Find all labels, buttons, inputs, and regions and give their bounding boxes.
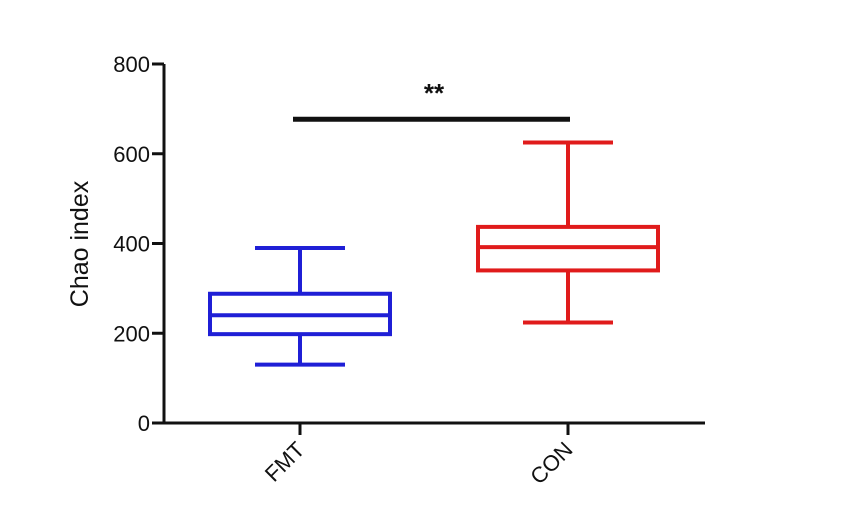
box-con <box>476 140 660 325</box>
boxes <box>208 140 660 367</box>
x-tick-label-con: CON <box>525 437 577 489</box>
y-tick-label: 600 <box>113 142 150 167</box>
y-axis: 0 200 400 600 800 <box>113 52 166 436</box>
y-tick-label: 400 <box>113 232 150 257</box>
y-tick-label: 200 <box>113 321 150 346</box>
x-axis: FMT CON <box>164 421 705 489</box>
significance-label: ** <box>424 78 445 108</box>
y-tick-label: 800 <box>113 52 150 77</box>
y-axis-title: Chao index <box>66 180 94 307</box>
box-fmt <box>208 245 392 367</box>
y-tick-label: 0 <box>138 411 150 436</box>
x-tick-label-fmt: FMT <box>260 437 310 487</box>
significance-annotation: ** <box>293 78 570 122</box>
